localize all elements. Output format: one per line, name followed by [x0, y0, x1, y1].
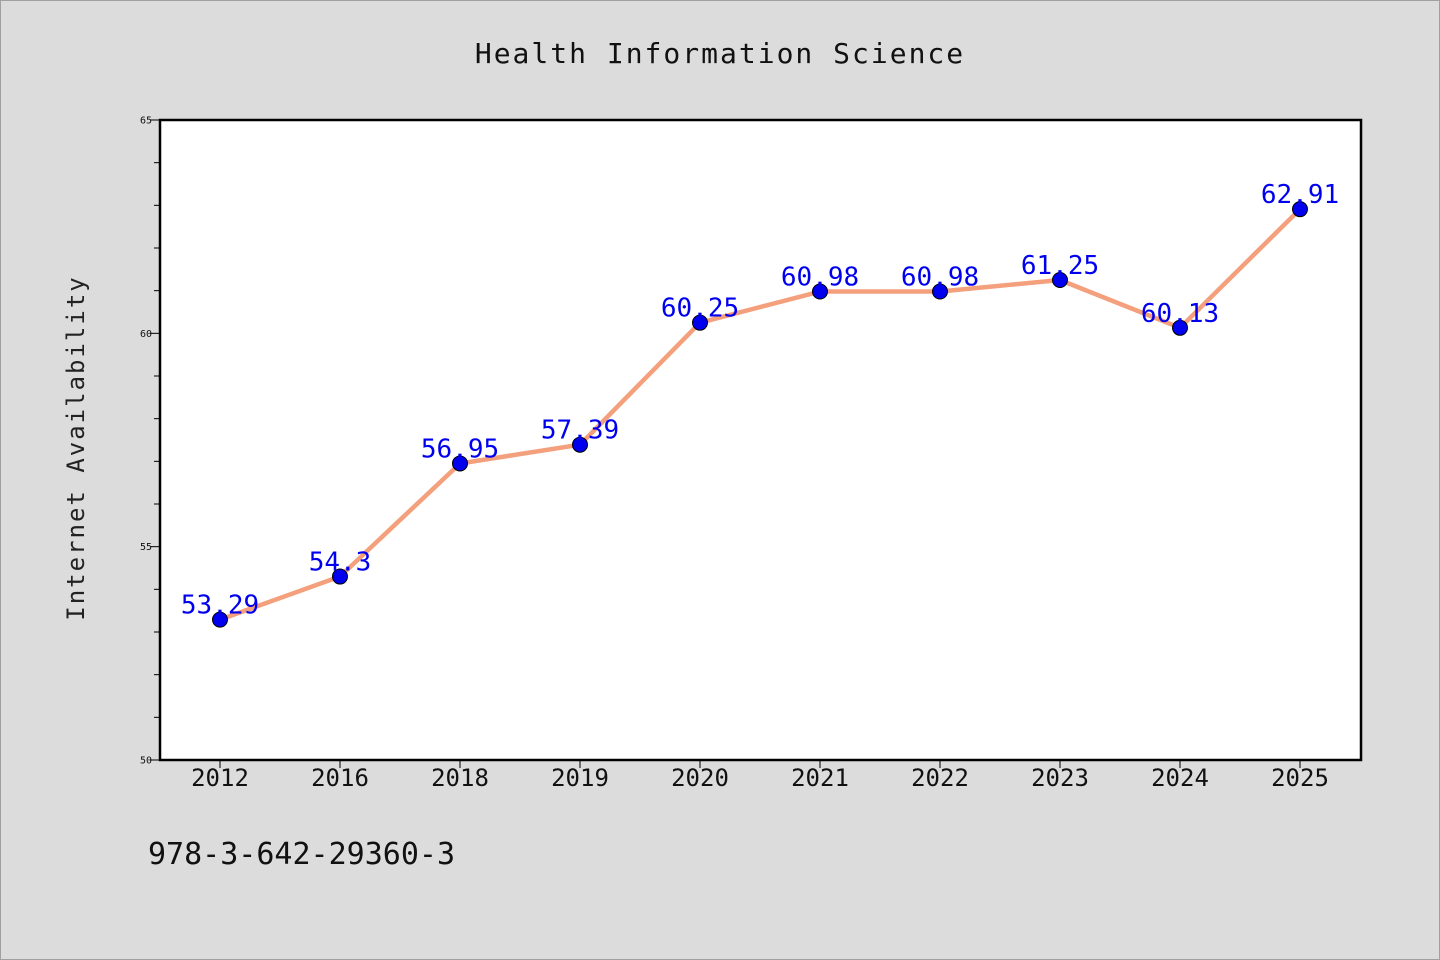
x-tick-label: 2022: [911, 764, 969, 792]
data-label: 57.39: [541, 416, 619, 446]
data-markers: [212, 201, 1308, 628]
data-point: [692, 314, 708, 331]
x-axis: 2012 2016 2018 2019 2020 2021 2022 2023 2024 2025: [191, 760, 1329, 792]
data-point: [572, 436, 588, 453]
x-tick-label: 2018: [431, 764, 489, 792]
x-tick-label: 2016: [311, 764, 369, 792]
x-tick-label: 2019: [551, 764, 609, 792]
data-label: 60.25: [661, 294, 739, 324]
data-point: [452, 455, 468, 472]
data-label: 53.29: [181, 591, 259, 621]
y-tick-label: 50: [140, 756, 152, 767]
data-label: 60.98: [901, 263, 979, 293]
data-point: [212, 611, 228, 628]
chart-title: Health Information Science: [475, 37, 965, 70]
data-label: 56.95: [421, 434, 499, 464]
isbn-footer: 978-3-642-29360-3: [148, 837, 455, 872]
data-label: 60.98: [781, 263, 859, 293]
data-label: 54.3: [309, 548, 372, 578]
y-tick-label: 55: [140, 542, 152, 553]
y-tick-label: 65: [140, 116, 152, 127]
y-axis-label: Internet Availability: [62, 275, 90, 620]
data-point: [332, 568, 348, 585]
data-label: 62.91: [1261, 180, 1339, 210]
x-tick-label: 2020: [671, 764, 729, 792]
data-point: [932, 283, 948, 300]
data-point: [1292, 201, 1308, 218]
data-labels: 53.29 54.3 56.95 57.39 60.25 60.98 60.98 61.25 6…: [181, 180, 1339, 620]
data-label: 61.25: [1021, 251, 1099, 281]
series-line: [217, 206, 1303, 622]
plot-border: [158, 118, 1363, 762]
x-tick-label: 2024: [1151, 764, 1209, 792]
y-axis: 50 55 60 65: [140, 116, 160, 767]
data-label: 60.13: [1141, 299, 1219, 329]
x-tick-label: 2012: [191, 764, 249, 792]
x-tick-label: 2023: [1031, 764, 1089, 792]
y-tick-label: 60: [140, 329, 152, 340]
x-tick-label: 2021: [791, 764, 849, 792]
x-tick-label: 2025: [1271, 764, 1329, 792]
data-point: [812, 283, 828, 300]
plot-area: [160, 120, 1361, 760]
data-point: [1172, 319, 1188, 336]
data-point: [1052, 272, 1068, 288]
